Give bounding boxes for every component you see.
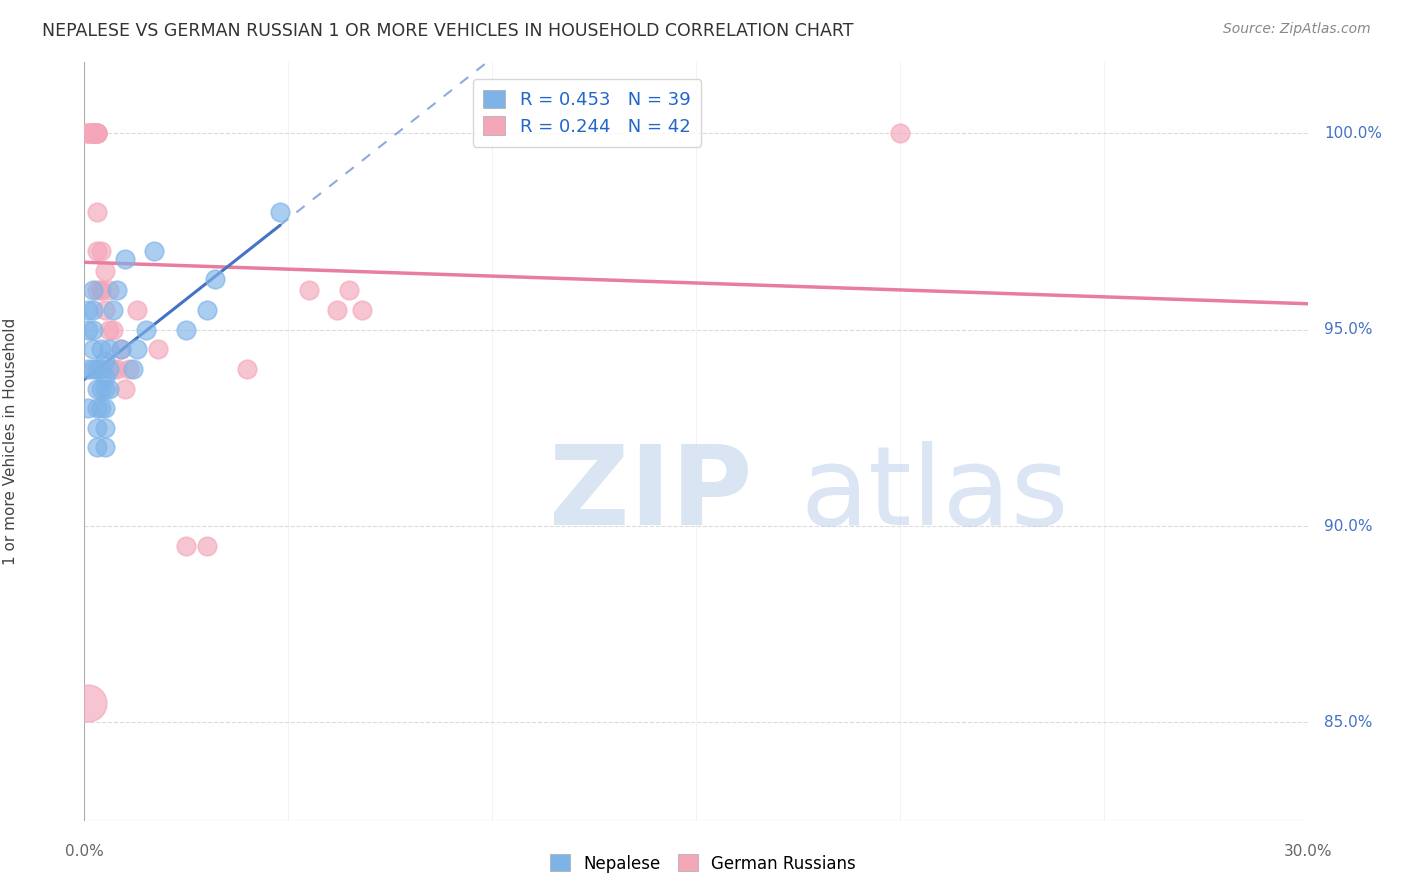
Point — [122, 362, 145, 376]
Point — [350, 302, 373, 317]
Text: ZIP: ZIP — [550, 442, 752, 548]
Text: Source: ZipAtlas.com: Source: ZipAtlas.com — [1223, 22, 1371, 37]
Point — [77, 302, 100, 317]
Point — [90, 362, 112, 376]
Point — [82, 362, 104, 376]
Point — [93, 354, 115, 368]
Text: NEPALESE VS GERMAN RUSSIAN 1 OR MORE VEHICLES IN HOUSEHOLD CORRELATION CHART: NEPALESE VS GERMAN RUSSIAN 1 OR MORE VEH… — [42, 22, 853, 40]
Point — [326, 302, 349, 317]
Point — [82, 126, 104, 140]
Point — [97, 322, 120, 336]
Legend: Nepalese, German Russians: Nepalese, German Russians — [544, 847, 862, 880]
Point — [77, 322, 100, 336]
Point — [195, 539, 218, 553]
Point — [77, 696, 100, 710]
Point — [93, 382, 115, 396]
Point — [97, 283, 120, 297]
Point — [142, 244, 165, 258]
Point — [86, 382, 108, 396]
Point — [77, 126, 100, 140]
Point — [97, 343, 120, 357]
Point — [82, 126, 104, 140]
Text: 85.0%: 85.0% — [1324, 714, 1372, 730]
Point — [114, 382, 136, 396]
Point — [82, 126, 104, 140]
Point — [82, 126, 104, 140]
Point — [298, 283, 321, 297]
Point — [86, 283, 108, 297]
Point — [86, 401, 108, 416]
Point — [86, 244, 108, 258]
Point — [101, 302, 124, 317]
Text: 100.0%: 100.0% — [1324, 126, 1382, 141]
Point — [269, 204, 291, 219]
Point — [86, 441, 108, 455]
Point — [82, 126, 104, 140]
Point — [77, 126, 100, 140]
Point — [90, 283, 112, 297]
Point — [105, 362, 128, 376]
Point — [86, 126, 108, 140]
Point — [174, 322, 197, 336]
Point — [86, 126, 108, 140]
Point — [127, 343, 149, 357]
Point — [86, 362, 108, 376]
Point — [82, 322, 104, 336]
Point — [86, 126, 108, 140]
Text: 0.0%: 0.0% — [65, 844, 104, 859]
Point — [90, 343, 112, 357]
Text: 1 or more Vehicles in Household: 1 or more Vehicles in Household — [3, 318, 18, 566]
Point — [82, 126, 104, 140]
Point — [93, 263, 115, 277]
Text: 95.0%: 95.0% — [1324, 322, 1372, 337]
Text: 90.0%: 90.0% — [1324, 518, 1372, 533]
Point — [105, 283, 128, 297]
Point — [82, 343, 104, 357]
Point — [86, 421, 108, 435]
Point — [135, 322, 157, 336]
Point — [114, 252, 136, 266]
Point — [93, 369, 115, 384]
Legend: R = 0.453   N = 39, R = 0.244   N = 42: R = 0.453 N = 39, R = 0.244 N = 42 — [472, 79, 702, 146]
Text: atlas: atlas — [800, 442, 1069, 548]
Point — [110, 343, 132, 357]
Point — [204, 271, 226, 285]
Point — [82, 302, 104, 317]
Point — [82, 283, 104, 297]
Point — [77, 126, 100, 140]
Point — [86, 126, 108, 140]
Point — [339, 283, 361, 297]
Point — [101, 322, 124, 336]
Point — [97, 382, 120, 396]
Point — [146, 343, 169, 357]
Point — [93, 421, 115, 435]
Point — [97, 362, 120, 376]
Text: 30.0%: 30.0% — [1284, 844, 1331, 859]
Point — [86, 126, 108, 140]
Point — [90, 382, 112, 396]
Point — [889, 126, 911, 140]
Point — [90, 244, 112, 258]
Point — [93, 401, 115, 416]
Point — [101, 362, 124, 376]
Point — [236, 362, 259, 376]
Point — [118, 362, 141, 376]
Point — [77, 362, 100, 376]
Point — [82, 126, 104, 140]
Point — [90, 283, 112, 297]
Point — [174, 539, 197, 553]
Point — [93, 441, 115, 455]
Point — [86, 204, 108, 219]
Point — [127, 302, 149, 317]
Point — [77, 401, 100, 416]
Point — [195, 302, 218, 317]
Point — [90, 401, 112, 416]
Point — [93, 302, 115, 317]
Point — [110, 343, 132, 357]
